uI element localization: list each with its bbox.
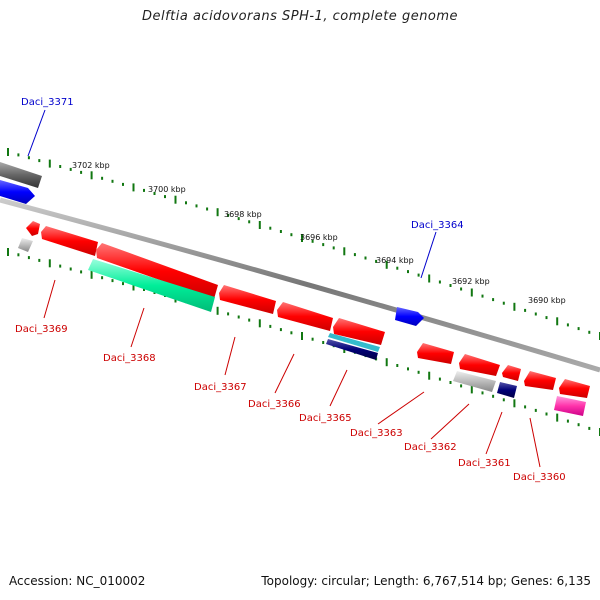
gene-small-red[interactable] — [26, 221, 40, 236]
label-daci-3365[interactable]: Daci_3365 — [299, 413, 352, 424]
gene-daci-3367[interactable] — [219, 285, 276, 314]
kbp-label-3692: 3692 kbp — [452, 277, 490, 286]
gene-daci-3361[interactable] — [497, 382, 517, 398]
gene-daci-3363[interactable] — [417, 343, 454, 364]
leader-lines — [27, 109, 541, 468]
gene-daci-3365-red[interactable] — [333, 318, 385, 345]
label-daci-3367[interactable]: Daci_3367 — [194, 382, 247, 393]
kbp-label-3694: 3694 kbp — [376, 256, 414, 265]
gene-daci-3368-red[interactable] — [96, 243, 218, 299]
gene-daci-3365-cyan[interactable] — [328, 333, 380, 352]
gene-daci-3360[interactable] — [554, 396, 586, 416]
kbp-label-3696: 3696 kbp — [300, 233, 338, 242]
gene-red-3361[interactable] — [502, 365, 521, 381]
gene-small-gray[interactable] — [18, 238, 33, 252]
gene-daci-3364[interactable] — [395, 307, 424, 326]
genome-backbone — [0, 197, 600, 373]
gene-daci-3362-red[interactable] — [459, 354, 500, 376]
kbp-label-3698: 3698 kbp — [224, 210, 262, 219]
gene-red-3360b[interactable] — [559, 379, 590, 398]
label-daci-3363[interactable]: Daci_3363 — [350, 428, 403, 439]
gene-daci-3369[interactable] — [41, 226, 98, 256]
label-daci-3369[interactable]: Daci_3369 — [15, 324, 68, 335]
gene-daci-3371-gray[interactable] — [0, 162, 42, 188]
gene-red-3360a[interactable] — [524, 371, 556, 390]
lower-tick-track — [7, 248, 600, 436]
label-daci-3361[interactable]: Daci_3361 — [458, 458, 511, 469]
gene-daci-3362-gray[interactable] — [453, 371, 496, 392]
gene-daci-3365-navy[interactable] — [326, 339, 378, 360]
accession-text: Accession: NC_010002 — [9, 574, 146, 588]
label-daci-3371[interactable]: Daci_3371 — [21, 97, 74, 108]
label-daci-3368[interactable]: Daci_3368 — [103, 353, 156, 364]
gene-daci-3371[interactable] — [0, 180, 35, 204]
kbp-label-3690: 3690 kbp — [528, 296, 566, 305]
kbp-label-3702: 3702 kbp — [72, 161, 110, 170]
genome-summary-text: Topology: circular; Length: 6,767,514 bp… — [261, 574, 591, 588]
map-title: Delftia acidovorans SPH-1, complete geno… — [141, 9, 459, 24]
gene-daci-3368[interactable] — [88, 259, 215, 312]
label-daci-3362[interactable]: Daci_3362 — [404, 442, 457, 453]
kbp-label-3700: 3700 kbp — [148, 185, 186, 194]
gene-daci-3366[interactable] — [277, 302, 333, 331]
label-daci-3364[interactable]: Daci_3364 — [411, 220, 464, 231]
upper-tick-track — [7, 148, 600, 340]
label-daci-3366[interactable]: Daci_3366 — [248, 399, 301, 410]
label-daci-3360[interactable]: Daci_3360 — [513, 472, 566, 483]
